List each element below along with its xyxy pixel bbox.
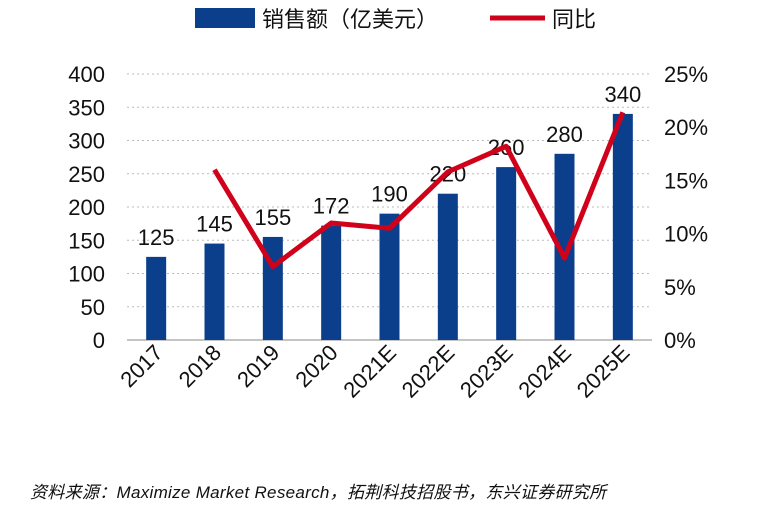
bar bbox=[146, 256, 167, 340]
x-tick-label: 2021E bbox=[338, 340, 401, 403]
legend-bar-label: 销售额（亿美元） bbox=[262, 7, 438, 32]
x-tick-label: 2024E bbox=[513, 340, 576, 403]
left-tick-label: 0 bbox=[93, 328, 105, 353]
bar bbox=[612, 113, 633, 341]
left-tick-label: 350 bbox=[68, 95, 105, 120]
legend-bar-swatch bbox=[195, 8, 255, 28]
x-tick-label: 2018 bbox=[174, 340, 226, 392]
x-tick-label: 2025E bbox=[572, 340, 635, 403]
right-tick-label: 10% bbox=[664, 222, 708, 247]
left-tick-label: 200 bbox=[68, 195, 105, 220]
bar bbox=[437, 193, 458, 340]
chart: 0 50 100 150 200 250 300 350 400 0% 5% 10% 15% 20% 25%… bbox=[68, 7, 708, 403]
yoy-line bbox=[212, 111, 626, 270]
right-tick-label: 5% bbox=[664, 275, 696, 300]
x-tick-label: 2022E bbox=[397, 340, 460, 403]
data-label: 172 bbox=[313, 194, 350, 219]
bar bbox=[379, 213, 400, 340]
data-label: 155 bbox=[254, 205, 291, 230]
data-label: 280 bbox=[546, 122, 583, 147]
x-tick-label: 2019 bbox=[232, 340, 284, 392]
right-tick-label: 0% bbox=[664, 328, 696, 353]
bar bbox=[554, 153, 575, 340]
right-tick-label: 15% bbox=[664, 168, 708, 193]
legend-line-label: 同比 bbox=[552, 7, 596, 32]
x-tick-label: 2020 bbox=[290, 340, 342, 392]
left-tick-label: 250 bbox=[68, 162, 105, 187]
data-label: 145 bbox=[196, 212, 233, 237]
left-tick-label: 100 bbox=[68, 262, 105, 287]
right-tick-label: 20% bbox=[664, 115, 708, 140]
x-tick-label: 2017 bbox=[115, 340, 167, 392]
left-tick-label: 400 bbox=[68, 62, 105, 87]
x-tick-label: 2023E bbox=[455, 340, 518, 403]
bar bbox=[321, 225, 342, 340]
bar bbox=[496, 167, 517, 340]
data-label: 340 bbox=[604, 82, 641, 107]
bar bbox=[204, 243, 225, 340]
left-tick-label: 150 bbox=[68, 228, 105, 253]
right-tick-label: 25% bbox=[664, 62, 708, 87]
source-note: 资料来源：Maximize Market Research，拓荆科技招股书，东兴… bbox=[30, 483, 607, 502]
data-label: 190 bbox=[371, 182, 408, 207]
left-tick-label: 50 bbox=[81, 295, 105, 320]
data-label: 125 bbox=[138, 225, 175, 250]
left-tick-label: 300 bbox=[68, 129, 105, 154]
